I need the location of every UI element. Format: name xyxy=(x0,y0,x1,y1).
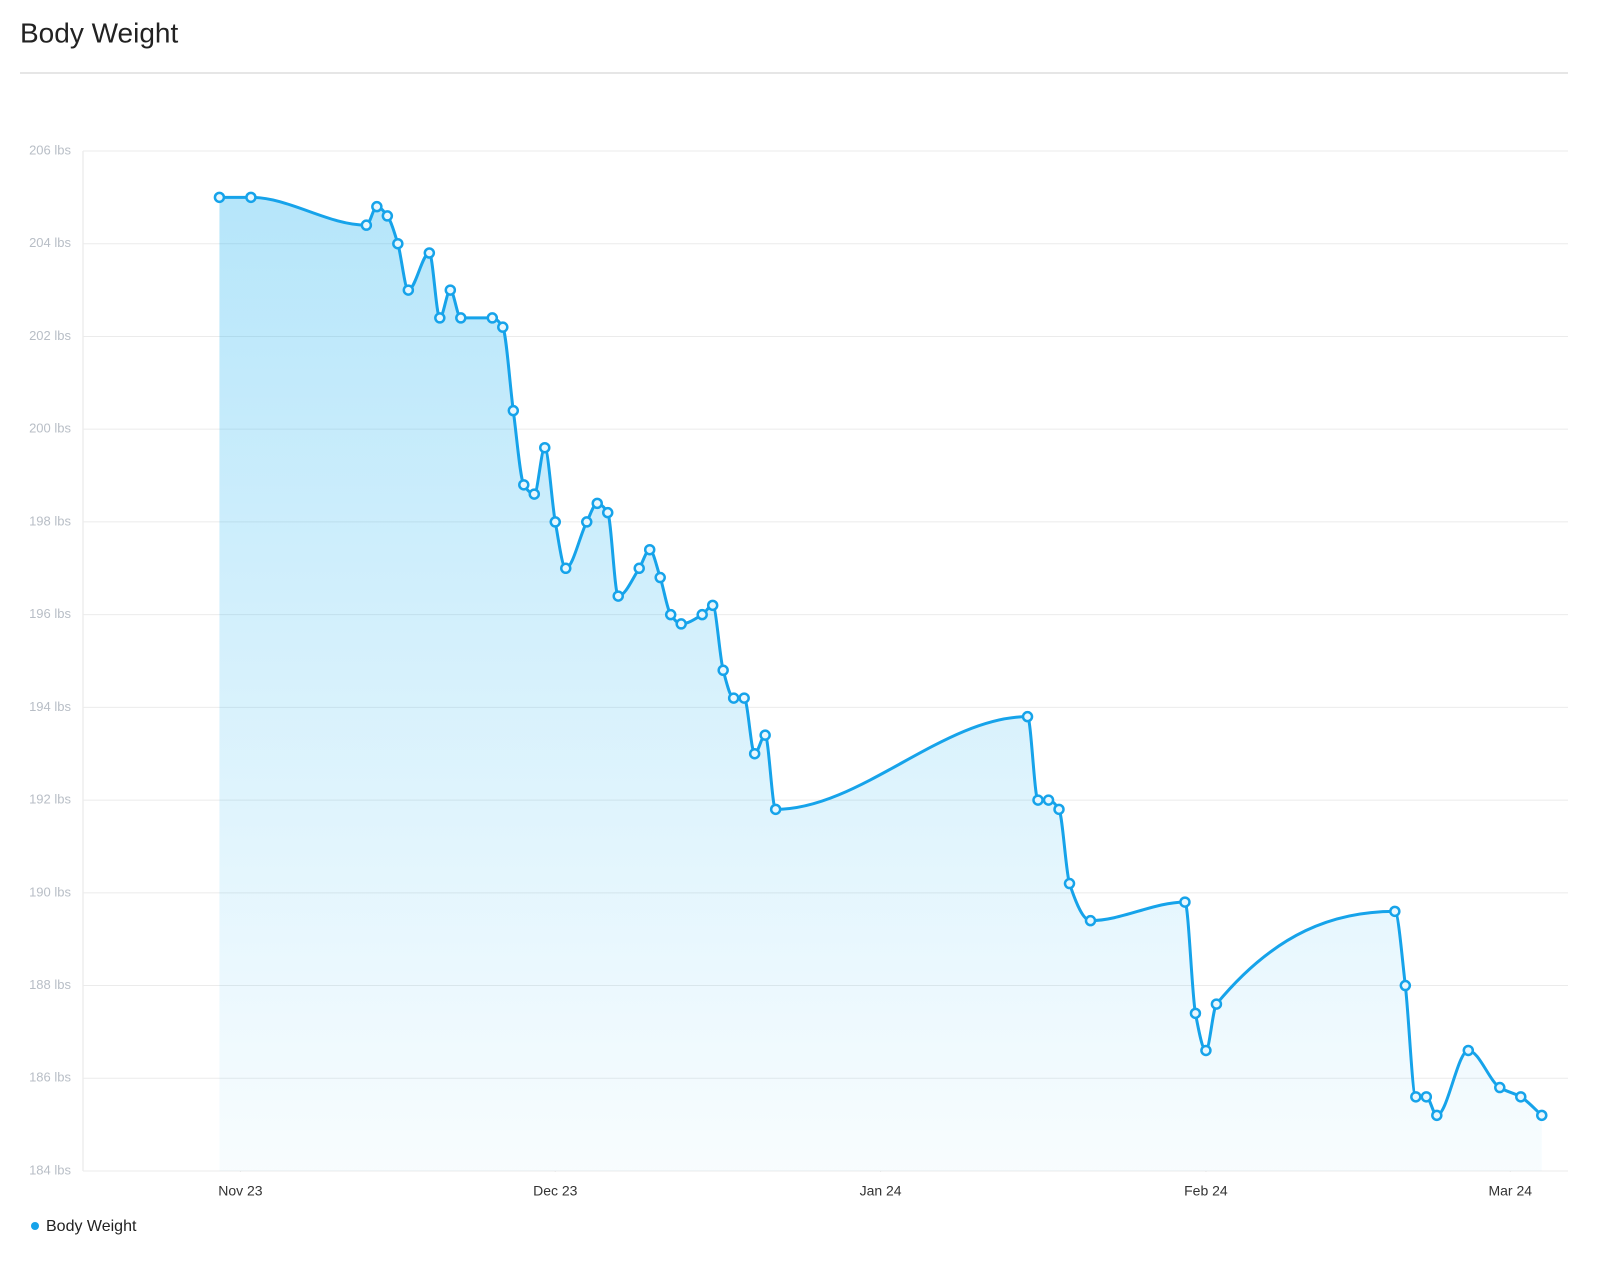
point xyxy=(654,571,666,584)
y-tick-label: 186 lbs xyxy=(29,1070,71,1085)
point xyxy=(769,803,782,816)
y-tick-label: 196 lbs xyxy=(29,606,71,621)
point xyxy=(1410,1091,1422,1103)
point xyxy=(675,618,687,630)
point xyxy=(371,200,383,213)
x-tick-label: Nov 23 xyxy=(218,1183,263,1199)
point xyxy=(423,247,436,259)
point xyxy=(486,312,499,324)
point xyxy=(759,729,771,741)
point xyxy=(727,692,740,704)
plot xyxy=(213,191,1548,1171)
point xyxy=(1200,1044,1212,1057)
point xyxy=(1053,803,1065,816)
point xyxy=(1389,905,1401,918)
point xyxy=(1042,794,1055,806)
point xyxy=(1462,1044,1475,1057)
point xyxy=(560,562,572,575)
area xyxy=(219,197,1542,1171)
point xyxy=(580,516,593,528)
point xyxy=(1399,979,1412,992)
y-tick-label: 192 lbs xyxy=(29,792,71,807)
point xyxy=(392,237,404,250)
x-tick-label: Feb 24 xyxy=(1184,1183,1228,1199)
legend-label: Body Weight xyxy=(46,1218,137,1235)
x-tick-label: Mar 24 xyxy=(1488,1183,1532,1199)
point xyxy=(444,284,457,296)
point xyxy=(381,210,394,222)
point xyxy=(539,441,551,454)
point xyxy=(213,191,226,204)
point xyxy=(633,562,645,575)
point xyxy=(601,506,614,519)
y-tick-label: 204 lbs xyxy=(29,235,71,250)
y-tick-label: 200 lbs xyxy=(29,421,71,436)
y-tick-label: 206 lbs xyxy=(29,142,71,157)
point xyxy=(696,608,708,621)
y-tick-label: 184 lbs xyxy=(29,1162,71,1177)
point xyxy=(738,692,750,704)
point xyxy=(528,488,541,500)
point xyxy=(1431,1109,1443,1122)
chart-title: Body Weight xyxy=(20,17,178,48)
y-tick-label: 188 lbs xyxy=(29,977,71,992)
point xyxy=(1515,1091,1527,1103)
point xyxy=(1032,794,1044,806)
x-tick-label: Jan 24 xyxy=(860,1183,902,1199)
point xyxy=(245,191,257,204)
point xyxy=(706,599,719,612)
point xyxy=(1021,710,1034,723)
point xyxy=(402,284,415,296)
y-tick-label: 202 lbs xyxy=(29,328,71,343)
y-tick-label: 194 lbs xyxy=(29,699,71,714)
point xyxy=(360,219,373,231)
point xyxy=(507,404,520,417)
x-tick-label: Dec 23 xyxy=(533,1183,578,1199)
point xyxy=(664,608,677,621)
point xyxy=(1179,896,1191,908)
point xyxy=(1494,1081,1506,1094)
point xyxy=(518,479,530,491)
point xyxy=(612,590,624,602)
point xyxy=(1536,1109,1548,1122)
point xyxy=(643,543,656,556)
point xyxy=(591,497,603,510)
point xyxy=(1210,998,1223,1010)
point xyxy=(434,312,446,324)
point xyxy=(748,747,761,760)
point xyxy=(455,312,467,324)
point xyxy=(1189,1007,1202,1020)
point xyxy=(1063,877,1076,890)
legend-marker xyxy=(31,1222,39,1230)
point xyxy=(717,664,729,677)
y-tick-label: 190 lbs xyxy=(29,884,71,899)
point xyxy=(1084,914,1097,927)
point xyxy=(549,516,562,528)
point xyxy=(1420,1091,1433,1103)
point xyxy=(497,321,509,333)
y-tick-label: 198 lbs xyxy=(29,513,71,528)
